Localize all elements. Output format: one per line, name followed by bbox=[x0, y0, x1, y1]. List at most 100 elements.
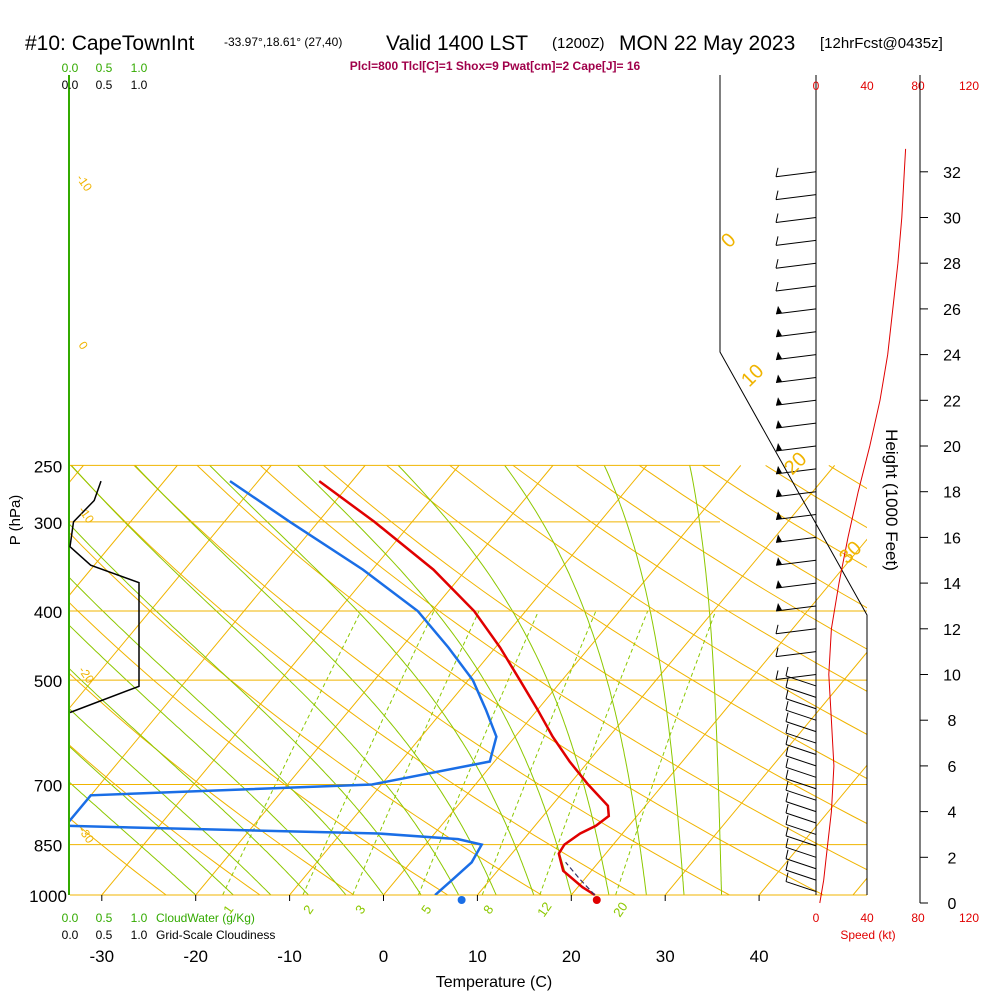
temperature-profile bbox=[318, 480, 611, 897]
dry-adiabat-line bbox=[70, 818, 167, 895]
dry-adiabat-line bbox=[70, 532, 542, 895]
wind-barb bbox=[785, 769, 817, 790]
dry-adiabat-line bbox=[70, 602, 449, 895]
wind-barb bbox=[775, 534, 817, 543]
main-layer bbox=[68, 75, 907, 904]
temperature-tick-label: -20 bbox=[183, 947, 208, 966]
pressure-tick-label: 850 bbox=[34, 837, 62, 856]
wind-barb bbox=[775, 281, 817, 292]
cloudwater-top-tick: 0.0 bbox=[62, 61, 79, 75]
wind-barb bbox=[785, 803, 817, 824]
wind-barb bbox=[785, 826, 817, 847]
wind-barb bbox=[785, 758, 817, 778]
x-axis-title: Temperature (C) bbox=[436, 974, 552, 991]
wind-barb bbox=[775, 397, 817, 406]
height-tick-label: 22 bbox=[943, 393, 961, 410]
dry-adiabat-line bbox=[259, 465, 867, 871]
cloudiness-bottom-tick: 0.5 bbox=[96, 928, 113, 942]
wind-barb bbox=[775, 351, 817, 361]
mixing-ratio-label: 12 bbox=[534, 899, 555, 919]
wind-barb bbox=[775, 190, 817, 201]
wind-barb bbox=[775, 213, 817, 223]
height-tick-label: 6 bbox=[948, 759, 957, 776]
wind-barb bbox=[785, 872, 817, 893]
station-coords: -33.97°,18.61° (27,40) bbox=[224, 35, 342, 49]
forecast-date: MON 22 May 2023 bbox=[619, 32, 795, 55]
cloudwater-bottom-tick: 0.0 bbox=[62, 911, 79, 925]
wind-barb bbox=[785, 735, 817, 755]
pressure-tick-label: 1000 bbox=[29, 887, 67, 906]
pressure-tick-label: 250 bbox=[34, 457, 62, 476]
height-tick-label: 12 bbox=[943, 622, 961, 639]
height-tick-label: 16 bbox=[943, 530, 961, 547]
cloudiness-bottom-tick: 1.0 bbox=[131, 928, 148, 942]
height-tick-label: 20 bbox=[943, 439, 961, 456]
cloudiness-top-tick: 0.5 bbox=[96, 78, 113, 92]
dry-adiabat-line bbox=[575, 464, 867, 650]
wind-barb bbox=[775, 670, 817, 680]
height-tick-label: 8 bbox=[948, 713, 957, 730]
moist-adiabat-line bbox=[70, 577, 384, 895]
wind-barb bbox=[775, 167, 817, 178]
isotherm-line bbox=[758, 764, 867, 895]
height-tick-label: 32 bbox=[943, 165, 961, 182]
wind-barb bbox=[775, 420, 817, 429]
wind-barb bbox=[785, 781, 817, 801]
axes-layer: 25030040050070085010000102030-100-10-20-… bbox=[7, 61, 979, 991]
wind-barb bbox=[775, 602, 817, 612]
wind-barb bbox=[775, 259, 817, 269]
temperature-tick-label: 40 bbox=[750, 947, 769, 966]
dry-adiabat-line bbox=[323, 465, 867, 825]
forecast-info: [12hrFcst@0435z] bbox=[820, 35, 943, 52]
speed-label: Speed (kt) bbox=[840, 928, 895, 942]
cloudiness-bottom-tick: 0.0 bbox=[62, 928, 79, 942]
cloudiness-top-tick: 0.0 bbox=[62, 78, 79, 92]
wind-barb bbox=[775, 488, 817, 498]
speed-top-tick: 120 bbox=[959, 79, 979, 93]
dry-adiabat-line bbox=[133, 465, 730, 895]
isotherm-line bbox=[70, 465, 178, 596]
height-tick-label: 10 bbox=[943, 668, 961, 685]
wind-barb bbox=[775, 443, 817, 452]
moist-adiabat-line bbox=[70, 524, 422, 895]
wind-barb bbox=[775, 465, 817, 475]
wind-barb bbox=[785, 689, 817, 710]
dry-adiabat-line bbox=[512, 464, 867, 692]
surface-temperature-marker bbox=[592, 896, 601, 904]
cloudwater-label: CloudWater (g/Kg) bbox=[156, 911, 255, 925]
wind-barb bbox=[785, 861, 817, 881]
pressure-tick-label: 500 bbox=[34, 672, 62, 691]
speed-bottom-tick: 40 bbox=[860, 911, 874, 925]
temperature-tick-label: 0 bbox=[379, 947, 388, 966]
indices-line: Plcl=800 Tlcl[C]=1 Shox=9 Pwat[cm]=2 Cap… bbox=[350, 59, 641, 73]
height-tick-label: 30 bbox=[943, 211, 961, 228]
wind-barb bbox=[785, 815, 817, 835]
cloudwater-bottom-tick: 0.5 bbox=[96, 911, 113, 925]
height-tick-label: 28 bbox=[943, 256, 961, 273]
dry-adiabat-line bbox=[70, 465, 636, 895]
pressure-tick-label: 300 bbox=[34, 514, 62, 533]
wind-barb bbox=[775, 374, 817, 383]
wind-speed-profile bbox=[819, 148, 907, 904]
speed-bottom-tick: 0 bbox=[813, 911, 820, 925]
wind-barb bbox=[775, 236, 817, 246]
station-title: #10: CapeTownInt bbox=[25, 32, 194, 55]
moist-adiabat-line bbox=[70, 746, 234, 895]
wind-barb bbox=[775, 511, 817, 521]
moist-adiabat-line bbox=[689, 465, 722, 895]
wind-barb bbox=[775, 305, 817, 315]
height-tick-label: 14 bbox=[943, 576, 961, 593]
dry-adiabat-line bbox=[449, 465, 867, 735]
speed-top-tick: 80 bbox=[911, 79, 925, 93]
wind-barb bbox=[785, 701, 817, 721]
wind-barb bbox=[785, 723, 817, 744]
dry-adiabat-line bbox=[386, 465, 867, 780]
speed-bottom-tick: 120 bbox=[959, 911, 979, 925]
moist-adiabat-line bbox=[70, 782, 197, 895]
temperature-tick-label: -30 bbox=[90, 947, 115, 966]
valid-time: Valid 1400 LST bbox=[386, 32, 528, 55]
utc-time: (1200Z) bbox=[552, 35, 605, 52]
